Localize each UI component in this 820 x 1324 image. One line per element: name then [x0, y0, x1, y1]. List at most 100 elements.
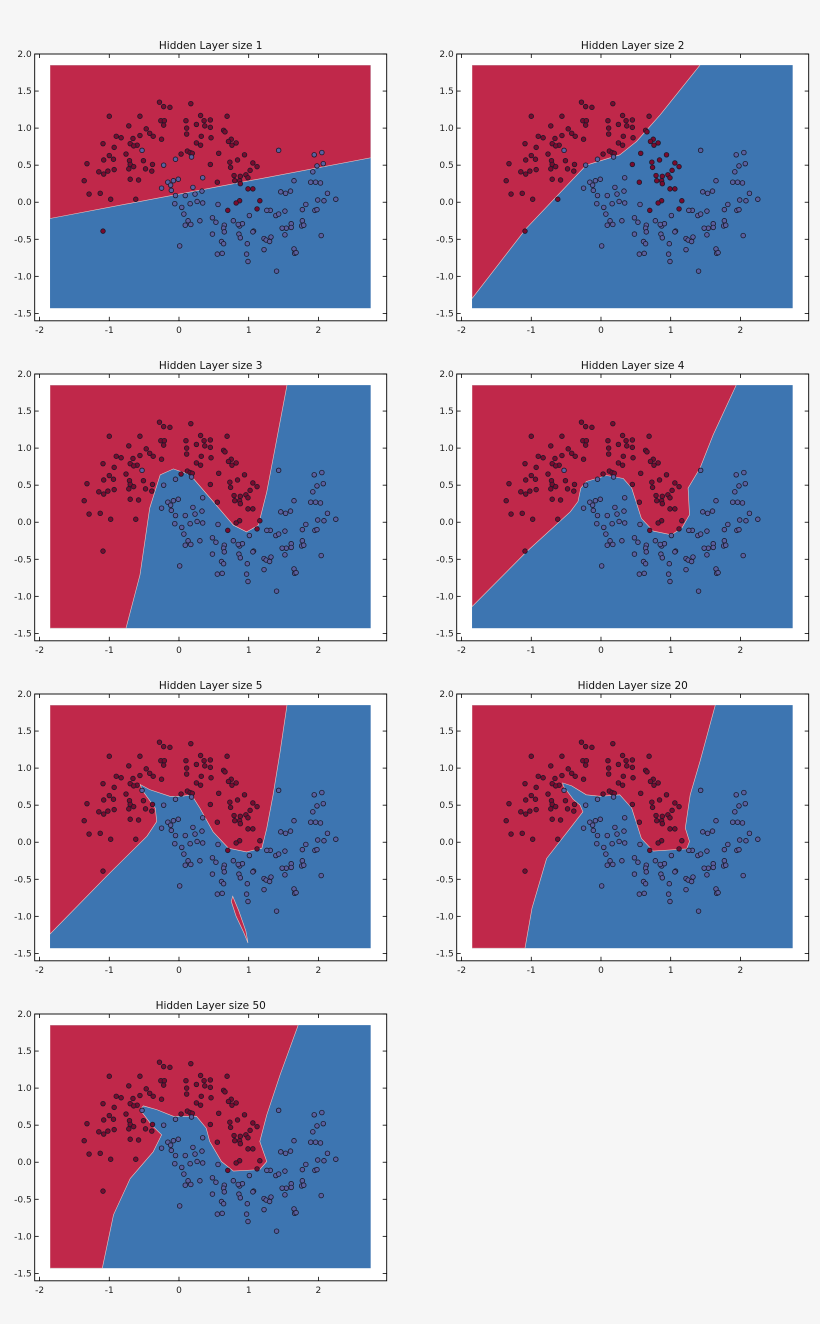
- point-class0: [178, 1111, 184, 1117]
- y-tick-label: -1.5: [436, 309, 454, 319]
- point-class1: [279, 225, 285, 231]
- point-class1: [621, 828, 627, 834]
- axes-frame: [456, 53, 810, 322]
- point-class1: [167, 182, 174, 188]
- point-class1: [686, 207, 692, 214]
- point-class0: [245, 1135, 251, 1141]
- point-class0: [559, 452, 565, 459]
- y-tick-label: -0.5: [14, 555, 32, 565]
- point-class1: [695, 588, 702, 594]
- point-class0: [523, 811, 529, 817]
- y-tick-label: 1.5: [439, 87, 453, 97]
- point-class0: [130, 1103, 137, 1109]
- point-class1: [299, 538, 306, 544]
- point-class1: [636, 251, 643, 257]
- point-class0: [589, 104, 595, 111]
- point-class0: [147, 450, 153, 456]
- point-class0: [149, 808, 155, 814]
- point-class0: [237, 173, 244, 179]
- point-class0: [572, 453, 578, 459]
- x-tick-label: 2: [316, 1286, 322, 1296]
- point-class0: [111, 486, 117, 493]
- point-class1: [219, 890, 225, 897]
- point-class1: [288, 224, 294, 231]
- y-tick-label: 0.5: [439, 481, 453, 491]
- point-class0: [123, 471, 129, 477]
- point-class0: [557, 177, 564, 183]
- point-class0: [659, 493, 666, 499]
- point-class1: [637, 521, 643, 528]
- point-class1: [197, 218, 203, 224]
- point-class0: [667, 175, 673, 181]
- point-class0: [233, 840, 239, 846]
- point-class1: [268, 554, 274, 560]
- point-class1: [631, 551, 638, 557]
- point-class0: [197, 1102, 204, 1108]
- point-class0: [615, 121, 622, 128]
- point-class0: [548, 443, 554, 449]
- point-class0: [649, 164, 656, 171]
- point-class1: [740, 232, 746, 239]
- point-class0: [225, 207, 231, 214]
- point-class0: [647, 138, 654, 145]
- point-class0: [624, 123, 630, 129]
- point-class0: [540, 135, 546, 141]
- point-class0: [578, 739, 585, 745]
- point-class0: [81, 818, 87, 824]
- point-class0: [523, 171, 529, 177]
- point-class0: [158, 776, 165, 782]
- point-class1: [739, 500, 746, 506]
- point-class0: [663, 152, 670, 158]
- point-class0: [508, 831, 514, 837]
- point-class1: [609, 521, 615, 527]
- point-class1: [278, 189, 284, 195]
- point-class0: [651, 462, 657, 468]
- point-class0: [247, 1127, 253, 1134]
- point-class1: [310, 169, 316, 175]
- point-class1: [607, 858, 613, 864]
- point-class1: [666, 561, 672, 567]
- point-class1: [704, 190, 711, 197]
- point-class0: [118, 455, 124, 461]
- point-class1: [282, 1150, 289, 1157]
- point-class0: [198, 453, 204, 459]
- point-class1: [197, 538, 203, 544]
- point-class0: [84, 1120, 90, 1127]
- point-class1: [616, 838, 622, 845]
- point-class1: [314, 206, 320, 213]
- point-class0: [659, 180, 666, 187]
- point-class0: [649, 479, 655, 485]
- point-class1: [601, 844, 607, 851]
- point-class1: [282, 190, 289, 197]
- point-class1: [667, 258, 673, 265]
- point-class1: [710, 544, 716, 551]
- point-class0: [257, 518, 263, 524]
- point-class0: [647, 458, 654, 465]
- point-class1: [288, 544, 294, 551]
- point-class0: [535, 453, 541, 459]
- point-class0: [160, 1063, 167, 1070]
- point-class0: [126, 443, 132, 449]
- point-class0: [126, 1126, 132, 1132]
- point-class0: [193, 140, 200, 146]
- point-class0: [518, 169, 524, 175]
- point-class1: [603, 211, 609, 217]
- point-class1: [604, 832, 610, 839]
- point-class0: [197, 112, 204, 119]
- point-class0: [137, 452, 143, 459]
- point-class1: [601, 204, 607, 211]
- point-class0: [198, 133, 204, 139]
- point-class1: [273, 1228, 280, 1234]
- point-class1: [237, 875, 244, 881]
- point-class1: [690, 234, 696, 240]
- point-class0: [227, 159, 233, 165]
- point-class1: [310, 809, 316, 815]
- point-class0: [527, 808, 533, 814]
- point-class0: [667, 186, 673, 192]
- point-class1: [275, 851, 282, 857]
- point-class0: [578, 99, 585, 105]
- point-class1: [734, 819, 741, 825]
- point-class0: [201, 117, 207, 124]
- point-class0: [540, 455, 546, 461]
- point-class0: [183, 131, 190, 137]
